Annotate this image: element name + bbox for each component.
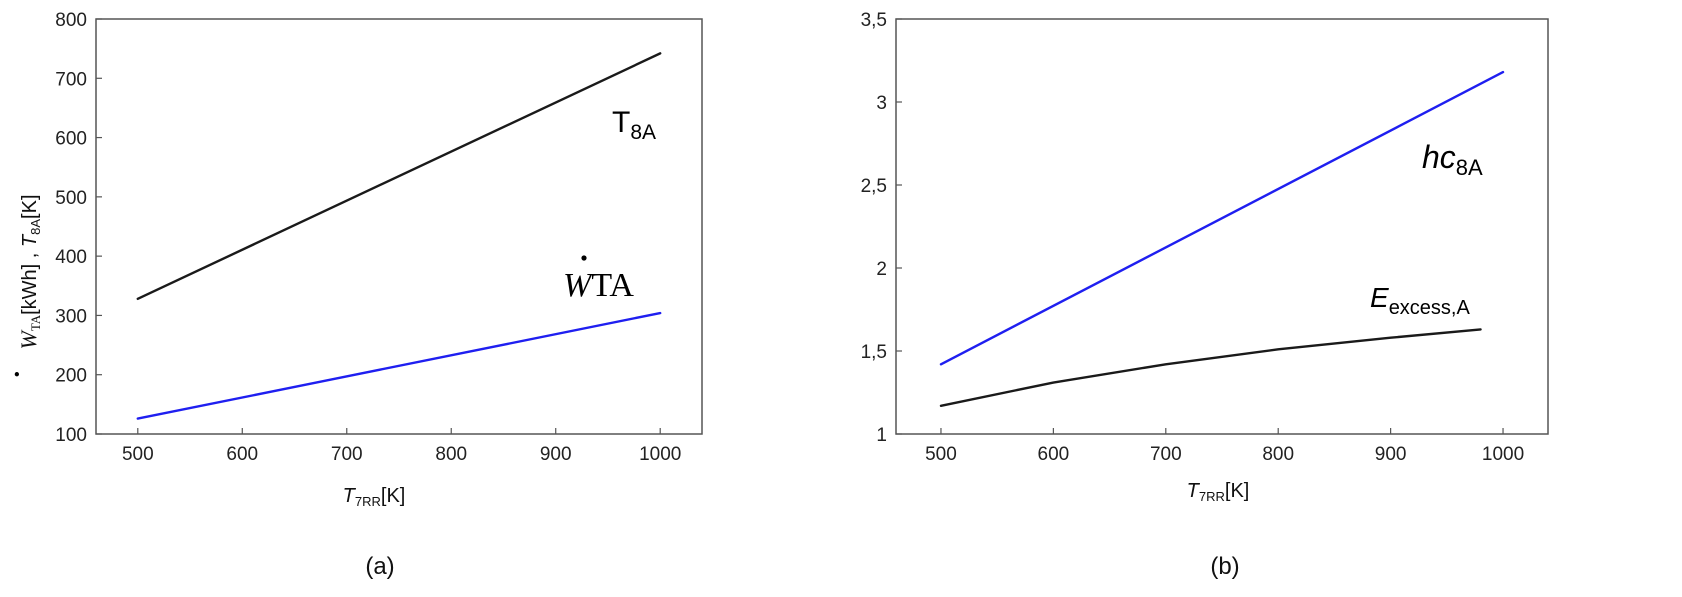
series-line-hc8a: [939, 70, 1505, 366]
y-ticks-b: 1 1,5 2 2,5 3 3,5: [861, 10, 902, 446]
y-tick-label: 3,5: [861, 10, 887, 31]
series-line-eexcess-a: [939, 328, 1482, 407]
x-tick-label: 700: [1150, 444, 1182, 465]
x-axis-label-b: T7RR[K]: [1187, 480, 1250, 504]
y-tick-label: 3: [876, 93, 887, 114]
series-line-t8a: [136, 52, 662, 301]
y-tick-label: 400: [55, 247, 87, 268]
y-tick-label: 1,5: [861, 342, 887, 363]
x-tick-label: 600: [226, 444, 258, 465]
x-tick-label: 900: [1375, 444, 1407, 465]
series-label-t8a: T8A: [612, 106, 656, 144]
x-tick-label: 900: [540, 444, 572, 465]
dot-accent-wta: [581, 255, 587, 261]
series-a: [136, 52, 662, 420]
dot-accent-ylabel: •: [9, 371, 26, 377]
x-tick-label: 500: [122, 444, 154, 465]
y-tick-label: 200: [55, 366, 87, 387]
series-line-wta: [136, 311, 662, 420]
svg-text:WTA[kWh] , T8A[K]: WTA[kWh] , T8A[K]: [16, 195, 43, 350]
y-axis-label-a: WTA[kWh] , T8A[K] •: [9, 195, 43, 378]
caption-b: (b): [1210, 553, 1239, 580]
plot-frame-a: [95, 18, 703, 435]
x-tick-label: 700: [331, 444, 363, 465]
panel-b: 500 600 700 800 900 1000 1 1,5 2 2,5 3 3,5 T7RR[K]…: [861, 10, 1549, 580]
y-tick-label: 1: [876, 425, 887, 446]
caption-a: (a): [365, 553, 394, 580]
y-tick-label: 300: [55, 306, 87, 327]
y-tick-label: 100: [55, 425, 87, 446]
panel-a: 500 600 700 800 900 1000 100 200 300 400 500 600 70…: [9, 10, 703, 580]
series-label-wta: WTA: [563, 267, 634, 304]
y-tick-label: 600: [55, 129, 87, 150]
x-axis-label-a: T7RR[K]: [343, 485, 406, 509]
x-tick-label: 800: [1262, 444, 1294, 465]
series-label-hc8a: hc8A: [1422, 139, 1483, 180]
y-ticks-a: 100 200 300 400 500 600 700 800: [55, 10, 102, 446]
x-ticks-b: 500 600 700 800 900 1000: [925, 428, 1524, 465]
y-tick-label: 2: [876, 259, 887, 280]
y-tick-label: 700: [55, 69, 87, 90]
series-label-eexcess: Eexcess,A: [1370, 282, 1470, 319]
y-tick-label: 500: [55, 188, 87, 209]
series-b: [939, 70, 1505, 407]
x-ticks-a: 500 600 700 800 900 1000: [122, 428, 681, 465]
x-tick-label: 600: [1038, 444, 1070, 465]
x-tick-label: 500: [925, 444, 957, 465]
x-tick-label: 1000: [1482, 444, 1524, 465]
x-tick-label: 1000: [639, 444, 681, 465]
y-tick-label: 2,5: [861, 176, 887, 197]
x-tick-label: 800: [435, 444, 467, 465]
y-tick-label: 800: [55, 10, 87, 31]
plot-frame-b: [895, 18, 1549, 435]
